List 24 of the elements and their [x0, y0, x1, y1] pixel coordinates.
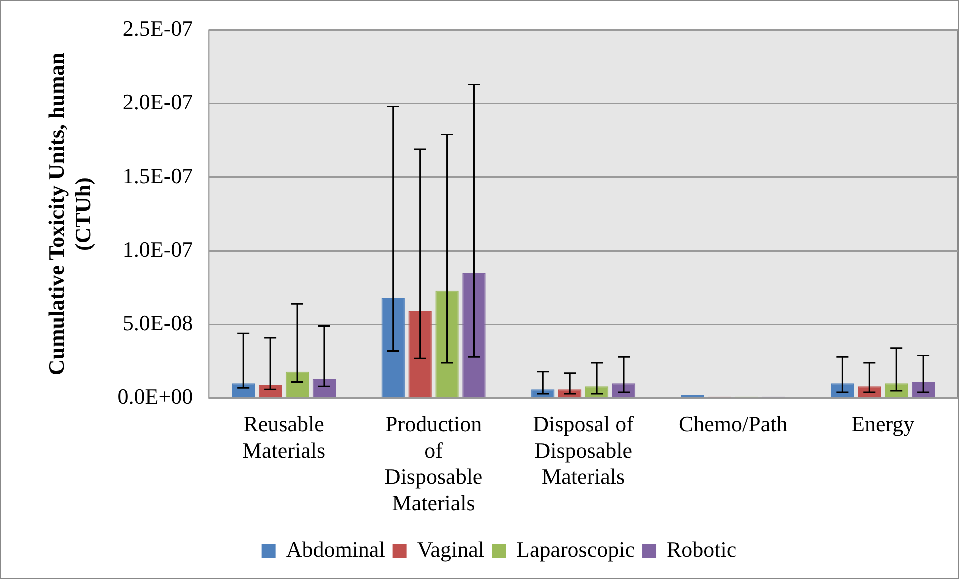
bar	[382, 298, 405, 398]
x-tick-label: Production of Disposable Materials	[384, 411, 483, 516]
bar	[232, 384, 256, 398]
y-tick-label: 1.0E-07	[122, 236, 194, 262]
y-tick-label: 2.5E-07	[122, 16, 194, 41]
legend-label: Robotic	[667, 536, 737, 562]
x-tick-label: Reusable Materials	[242, 411, 326, 463]
bar	[258, 385, 282, 398]
legend-label: Abdominal	[286, 536, 386, 562]
bar	[408, 312, 432, 398]
x-tick-label: Energy	[852, 411, 915, 436]
y-tick-label: 5.0E-08	[122, 310, 194, 336]
x-tick-label: Chemo/Path	[678, 411, 788, 436]
y-tick-label: 1.5E-07	[122, 163, 194, 188]
bar	[462, 273, 486, 398]
x-tick-label: Disposal of Disposable Materials	[533, 411, 635, 490]
bar	[312, 379, 336, 398]
bar	[286, 372, 310, 398]
y-tick-label: 0.0E+00	[118, 384, 194, 410]
legend-label: Vaginal	[417, 536, 485, 562]
y-tick-label: 2.0E-07	[122, 90, 194, 115]
legend-label: Laparoscopic	[516, 536, 636, 562]
y-axis-title: Cumulative Toxicity Units, human (CTUh)	[44, 52, 96, 376]
bar	[436, 290, 459, 398]
